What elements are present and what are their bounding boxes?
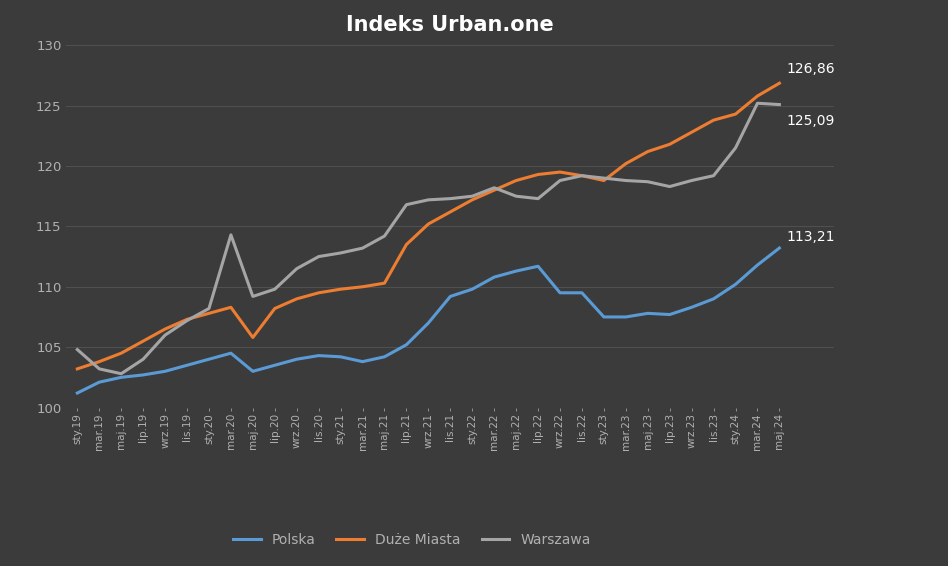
Text: 113,21: 113,21: [786, 230, 834, 245]
Text: 126,86: 126,86: [786, 62, 834, 76]
Text: 125,09: 125,09: [786, 114, 834, 128]
Title: Indeks Urban.one: Indeks Urban.one: [346, 15, 555, 36]
Legend: Polska, Duże Miasta, Warszawa: Polska, Duże Miasta, Warszawa: [228, 528, 596, 553]
